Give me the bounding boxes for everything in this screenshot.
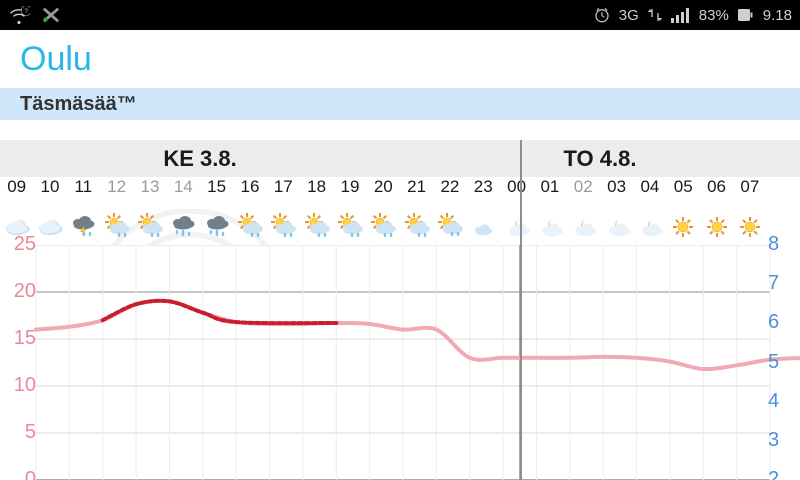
weather-icon-sun-cloud-rain-7 — [233, 209, 266, 245]
day-column-0[interactable]: KE 3.8. — [0, 140, 400, 177]
left-axis-tick-20: 20 — [2, 280, 36, 303]
left-axis-tick-0: 0 — [2, 468, 36, 480]
right-axis-tick-3: 3 — [768, 429, 798, 452]
hour-label-05: 05 — [667, 177, 700, 209]
right-axis-tick-2: 2 — [768, 468, 798, 480]
weather-icon-sun-cloud-drizzle-13 — [433, 209, 466, 245]
chart-svg — [0, 245, 800, 480]
hours-row: 09 10 11 12 13 14 15 16 17 18 19 20 21 22 23 00 01 02 03 04… — [0, 177, 800, 209]
right-axis-tick-5: 5 — [768, 351, 798, 374]
day-header-bar: KE 3.8. TO 4.8. — [0, 140, 800, 177]
hour-label-02: 02 — [567, 177, 600, 209]
hour-label-10: 10 — [33, 177, 66, 209]
weather-icon-moon-cloud-19 — [633, 209, 666, 245]
battery-percent-label: 83% — [699, 7, 729, 24]
hour-label-09: 09 — [0, 177, 33, 209]
weather-icon-sun-cloud-rain-3 — [100, 209, 133, 245]
network-label: 3G — [619, 7, 639, 24]
right-axis-tick-8: 8 — [768, 233, 798, 256]
location-title: Oulu — [20, 40, 92, 79]
hour-label-01: 01 — [533, 177, 566, 209]
svg-text:?: ? — [24, 8, 28, 15]
wifi-icon: ? — [8, 6, 30, 24]
hour-label-18: 18 — [300, 177, 333, 209]
weather-icon-sun-cloud-rain-8 — [267, 209, 300, 245]
weather-icons-row — [0, 209, 800, 245]
hour-label-14: 14 — [167, 177, 200, 209]
time-label: 9.18 — [763, 7, 792, 24]
weather-icon-sun-cloud-rain-9 — [300, 209, 333, 245]
right-axis-tick-7: 7 — [768, 272, 798, 295]
weather-icon-cloud-small-14 — [467, 209, 500, 245]
hour-label-07: 07 — [733, 177, 766, 209]
battery-icon — [737, 6, 755, 24]
hour-label-00: 00 — [500, 177, 533, 209]
hour-label-11: 11 — [67, 177, 100, 209]
hour-label-19: 19 — [333, 177, 366, 209]
hour-label-23: 23 — [467, 177, 500, 209]
data-sync-icon — [647, 6, 663, 24]
hour-label-15: 15 — [200, 177, 233, 209]
hour-label-06: 06 — [700, 177, 733, 209]
weather-icon-sun-cloud-rain-11 — [367, 209, 400, 245]
left-axis-tick-25: 25 — [2, 233, 36, 256]
weather-icon-moon-cloud-16 — [533, 209, 566, 245]
weather-icon-sun-20 — [667, 209, 700, 245]
day-divider-line — [520, 140, 522, 480]
page-title-bar: Oulu — [0, 30, 800, 88]
weather-icon-cloud-rain-bolt-2 — [67, 209, 100, 245]
weather-icon-cloud-rain-heavy-6 — [200, 209, 233, 245]
hour-label-03: 03 — [600, 177, 633, 209]
sync-conflict-icon — [40, 6, 62, 24]
alarm-clock-icon — [593, 6, 611, 24]
weather-icon-moon-cloud-15 — [500, 209, 533, 245]
status-bar: ? 3G 83% 9.18 — [0, 0, 800, 30]
weather-icon-sun-cloud-rain-4 — [133, 209, 166, 245]
weather-icon-sun-22 — [733, 209, 766, 245]
hour-label-21: 21 — [400, 177, 433, 209]
left-axis-tick-10: 10 — [2, 374, 36, 397]
weather-icon-moon-cloud-17 — [567, 209, 600, 245]
left-axis-tick-15: 15 — [2, 327, 36, 350]
temperature-line-day — [103, 301, 337, 323]
left-axis-tick-5: 5 — [2, 421, 36, 444]
weather-icon-sun-21 — [700, 209, 733, 245]
weather-icon-cloud-1 — [33, 209, 66, 245]
product-name-label: Täsmäsää™ — [20, 93, 137, 116]
hour-label-22: 22 — [433, 177, 466, 209]
right-axis-tick-4: 4 — [768, 390, 798, 413]
signal-bars-icon — [671, 7, 691, 23]
weather-icon-cloud-rain-heavy-5 — [167, 209, 200, 245]
hour-label-12: 12 — [100, 177, 133, 209]
weather-icon-sun-cloud-rain-10 — [333, 209, 366, 245]
hour-label-20: 20 — [367, 177, 400, 209]
weather-icon-sun-cloud-rain-12 — [400, 209, 433, 245]
right-axis-tick-6: 6 — [768, 311, 798, 334]
hour-label-17: 17 — [267, 177, 300, 209]
temperature-line-night — [36, 301, 800, 369]
product-name-bar: Täsmäsää™ — [0, 88, 800, 120]
hour-label-04: 04 — [633, 177, 666, 209]
hour-label-13: 13 — [133, 177, 166, 209]
hour-label-16: 16 — [233, 177, 266, 209]
day-column-1[interactable]: TO 4.8. — [400, 140, 800, 177]
weather-icon-moon-cloud-18 — [600, 209, 633, 245]
